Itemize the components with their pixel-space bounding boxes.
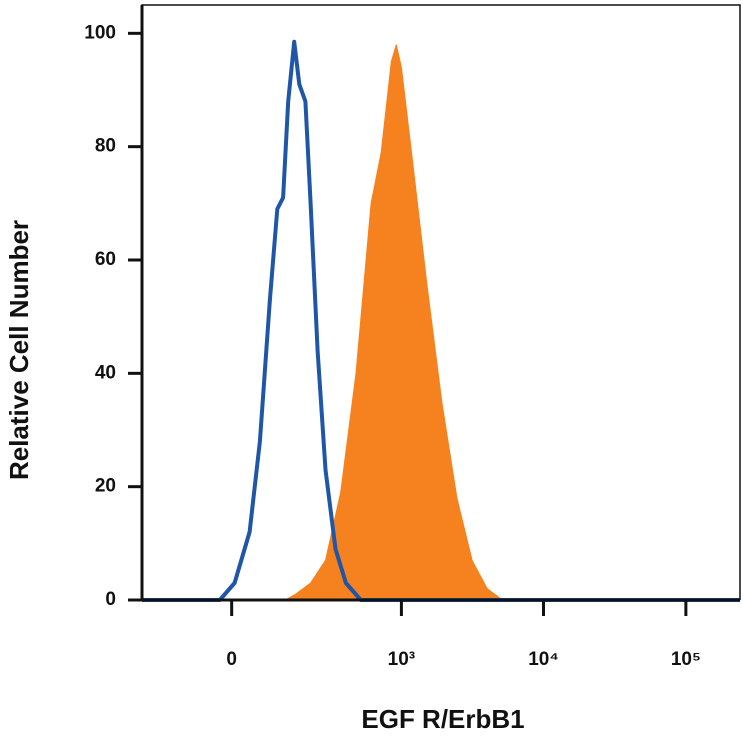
y-axis-title: Relative Cell Number <box>4 220 34 480</box>
y-tick-label: 80 <box>95 136 116 157</box>
histogram-line <box>142 39 740 602</box>
y-tick-label: 20 <box>95 476 116 497</box>
histogram-area <box>141 44 741 601</box>
x-tick-label: 10³ <box>388 649 415 670</box>
y-tick-label: 0 <box>105 589 116 610</box>
x-tick-label: 0 <box>226 649 237 670</box>
y-tick-label: 40 <box>95 362 116 383</box>
x-tick-label: 10⁴ <box>528 649 559 670</box>
x-axis-title: EGF R/ErbB1 <box>361 704 524 734</box>
y-tick-label: 100 <box>84 22 116 43</box>
x-tick-label: 10⁵ <box>671 649 701 670</box>
y-tick-label: 60 <box>95 249 116 270</box>
